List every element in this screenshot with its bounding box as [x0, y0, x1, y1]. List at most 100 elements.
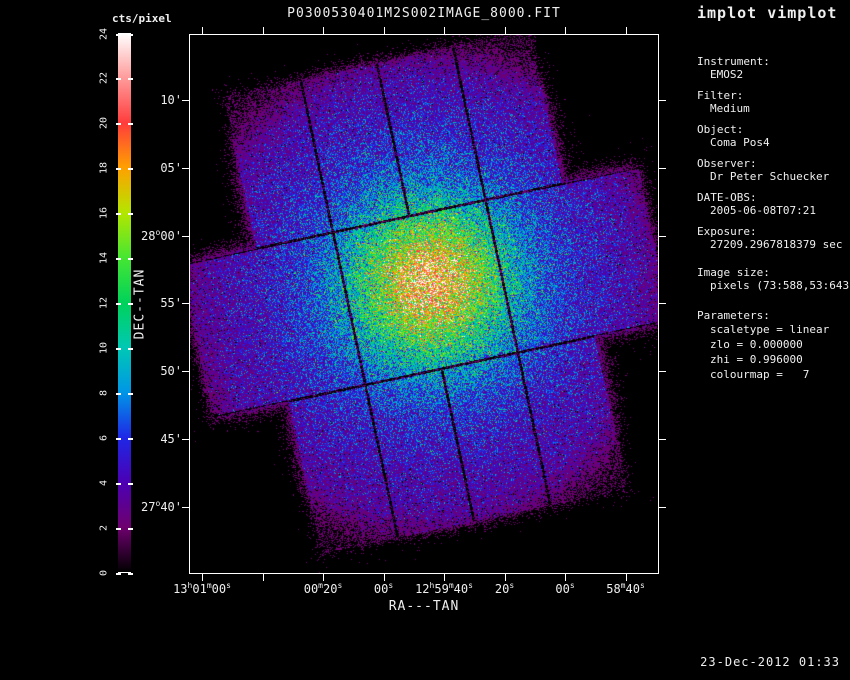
axis-tick — [262, 27, 264, 34]
x-tick-label: 00s — [555, 581, 575, 597]
colorbar-tick-mark — [128, 33, 133, 36]
colorbar-tick-label: 14 — [98, 252, 110, 265]
colorbar-tick-label: 2 — [98, 524, 110, 531]
colorbar-units-label: cts/pixel — [112, 12, 172, 25]
colorbar-tick-mark — [116, 303, 121, 305]
axis-tick — [444, 574, 445, 581]
axis-tick — [202, 27, 203, 34]
colorbar-tick-mark — [128, 392, 133, 395]
x-tick-label: 00s — [373, 581, 394, 597]
parameter-line: scaletype = linear — [710, 323, 830, 336]
y-tick-label: 50' — [160, 364, 182, 379]
info-field-label: Filter: — [697, 89, 744, 102]
axis-tick — [659, 303, 666, 305]
info-field-value: Dr Peter Schuecker — [710, 170, 830, 183]
info-field: Object: Coma Pos4 — [697, 123, 850, 149]
plot-title: P0300530401M2S002IMAGE_8000.FIT — [287, 6, 561, 21]
axis-tick — [625, 574, 627, 581]
y-tick-label: 55' — [160, 296, 182, 311]
colorbar-tick-mark — [116, 392, 121, 395]
colorbar-tick-mark — [128, 303, 133, 305]
axis-tick — [659, 439, 666, 440]
axis-tick — [182, 303, 189, 305]
parameter-line: colourmap = 7 — [710, 368, 810, 381]
x-tick-label: 00m20s — [303, 581, 343, 597]
y-tick-label: 10' — [160, 93, 182, 107]
info-field-value: 27209.2967818379 sec — [710, 238, 843, 251]
y-tick-label: 05' — [160, 160, 182, 175]
axis-tick — [504, 574, 506, 581]
info-field: Instrument: EMOS2 — [697, 55, 850, 81]
axis-tick — [659, 235, 666, 237]
colorbar-tick-mark — [128, 258, 133, 261]
colorbar-tick-label: 20 — [98, 117, 110, 130]
colorbar-tick-mark — [116, 258, 121, 261]
colorbar-tick-label: 16 — [98, 207, 110, 220]
axis-tick — [182, 235, 189, 237]
x-tick-label: 20s — [494, 581, 515, 597]
info-field: Observer: Dr Peter Schuecker — [697, 157, 850, 183]
colorbar — [118, 33, 131, 573]
info-field-label: Object: — [697, 123, 744, 136]
axis-tick — [182, 371, 189, 373]
colorbar-tick-mark — [116, 527, 121, 530]
info-field-value: Medium — [710, 102, 750, 115]
axis-tick — [182, 439, 189, 440]
colorbar-tick-mark — [116, 572, 121, 575]
y-tick-label: 27o40' — [141, 498, 182, 514]
colorbar-tick-label: 8 — [98, 389, 110, 396]
x-axis-title: RA---TAN — [388, 599, 460, 614]
x-tick-label: 58m40s — [606, 581, 645, 597]
info-field-value: Coma Pos4 — [710, 136, 770, 149]
colorbar-tick-mark — [128, 78, 133, 81]
parameters-label: Parameters: — [697, 309, 770, 322]
colorbar-tick-mark — [116, 33, 121, 36]
colorbar-tick-mark — [128, 572, 133, 575]
info-field-label: Exposure: — [697, 225, 757, 238]
axis-tick — [323, 27, 324, 34]
colorbar-tick-label: 0 — [98, 569, 110, 576]
info-field-label: DATE-OBS: — [697, 191, 757, 204]
colorbar-tick-label: 6 — [98, 434, 110, 441]
info-panel: Instrument: EMOS2 Filter: Medium Object: Coma… — [697, 55, 850, 382]
colorbar-tick-label: 24 — [98, 27, 110, 40]
render-timestamp: 23-Dec-2012 01:33 — [700, 655, 840, 669]
parameter-line: zlo = 0.000000 — [710, 338, 803, 351]
colorbar-tick-mark — [116, 123, 121, 126]
app-title: implot vimplot — [697, 4, 838, 22]
axis-tick — [659, 167, 666, 169]
axis-tick — [323, 574, 324, 581]
info-field-value: EMOS2 — [710, 68, 744, 81]
axis-tick — [444, 27, 445, 34]
axis-tick — [202, 574, 203, 581]
colorbar-tick-mark — [128, 437, 133, 440]
colorbar-tick-label: 10 — [98, 341, 110, 354]
colorbar-tick-label: 18 — [98, 162, 110, 175]
colorbar-tick-mark — [128, 213, 133, 216]
colorbar-tick-label: 22 — [98, 72, 110, 85]
colorbar-tick-mark — [116, 168, 121, 171]
axis-tick — [625, 27, 627, 34]
colorbar-tick-mark — [116, 437, 121, 440]
x-tick-label: 13h01m00s — [173, 581, 231, 597]
image-size-value: pixels (73:588,53:643) — [710, 279, 850, 292]
colorbar-tick-label: 12 — [98, 296, 110, 310]
info-field: DATE-OBS: 2005-06-08T07:21 — [697, 191, 850, 217]
sky-image-canvas — [189, 34, 659, 574]
colorbar-tick-mark — [116, 213, 121, 216]
axis-tick — [262, 574, 264, 581]
parameter-line: zhi = 0.996000 — [710, 353, 803, 366]
axis-tick — [182, 100, 189, 101]
colorbar-tick-mark — [128, 527, 133, 530]
info-field-label: Observer: — [697, 157, 757, 170]
axis-tick — [383, 574, 385, 581]
image-size-label: Image size: — [697, 266, 770, 279]
colorbar-tick-mark — [128, 482, 133, 485]
y-axis-title: DEC--TAN — [132, 268, 148, 340]
colorbar-tick-mark — [128, 123, 133, 126]
colorbar-tick-label: 4 — [98, 479, 110, 486]
colorbar-tick-mark — [116, 482, 121, 485]
colorbar-tick-mark — [116, 78, 121, 81]
info-field: Filter: Medium — [697, 89, 850, 115]
